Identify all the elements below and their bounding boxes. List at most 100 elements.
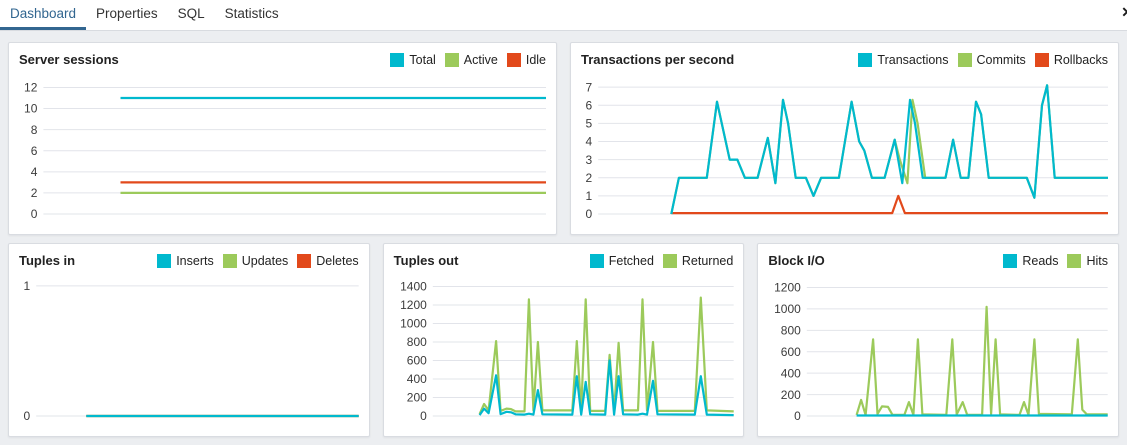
y-axis-tick-label: 3 xyxy=(586,153,593,167)
chart-legend: Total Active Idle xyxy=(390,52,546,67)
legend-swatch-icon xyxy=(589,253,604,268)
y-axis-tick-label: 600 xyxy=(781,345,801,359)
chart-legend: Reads Hits xyxy=(1003,253,1109,268)
y-axis-tick-label: 600 xyxy=(406,354,426,368)
legend-label: Rollbacks xyxy=(1053,52,1108,67)
legend-label: Total xyxy=(409,52,436,67)
chart-title: Tuples out xyxy=(393,253,459,268)
panel-server-sessions: Server sessions Total Active Idle 0 2 4 6 8 10 12 xyxy=(8,42,557,235)
chart-title: Block I/O xyxy=(768,253,825,268)
panel-header: Tuples out Fetched Returned xyxy=(384,244,744,272)
legend-label: Hits xyxy=(1086,253,1109,268)
series-line-rollbacks xyxy=(671,194,1108,215)
y-axis-tick-label: 0 xyxy=(586,207,593,221)
legend-label: Returned xyxy=(681,253,734,268)
legend-swatch-icon xyxy=(297,253,312,268)
legend-label: Updates xyxy=(241,253,289,268)
chart-title: Server sessions xyxy=(19,52,119,67)
legend-item: Deletes xyxy=(297,253,359,268)
charts-row-2: Tuples in Inserts Updates Deletes 0 1 Tuples o… xyxy=(8,243,1120,437)
legend-swatch-icon xyxy=(662,253,677,268)
series-line-transactions xyxy=(670,84,1108,215)
chart-legend: Transactions Commits Rollbacks xyxy=(858,52,1108,67)
chart-legend: Fetched Returned xyxy=(589,253,734,268)
legend-item: Transactions xyxy=(858,52,949,67)
panel-tuples-in: Tuples in Inserts Updates Deletes 0 1 xyxy=(8,243,370,437)
y-axis-tick-label: 6 xyxy=(31,144,38,158)
panel-tuples-out: Tuples out Fetched Returned 0 200 400 600 800 10… xyxy=(382,243,745,437)
transactions-per-second-svg: 0 1 2 3 4 5 6 7 xyxy=(586,80,1108,221)
legend-item: Returned xyxy=(662,253,734,268)
block-io-svg: 0 200 400 600 800 1000 1200 xyxy=(774,281,1109,423)
charts-row-1: Server sessions Total Active Idle 0 2 4 6 8 10 12 T… xyxy=(8,42,1119,235)
legend-item: Rollbacks xyxy=(1034,52,1108,67)
y-axis-tick-label: 4 xyxy=(31,165,38,179)
series-line-fetched xyxy=(478,359,734,417)
y-axis-tick-label: 1200 xyxy=(774,281,801,295)
legend-label: Fetched xyxy=(608,253,654,268)
legend-swatch-icon xyxy=(1003,253,1018,268)
y-axis-tick-label: 5 xyxy=(586,117,593,131)
y-axis-tick-label: 10 xyxy=(24,102,38,116)
y-axis-tick-label: 800 xyxy=(781,324,801,338)
panel-header: Block I/O Reads Hits xyxy=(758,244,1118,272)
y-axis-tick-label: 0 xyxy=(24,409,31,423)
legend-item: Idle xyxy=(506,52,546,67)
panel-transactions-per-second: Transactions per second Transactions Commi… xyxy=(570,42,1119,235)
legend-swatch-icon xyxy=(506,52,521,67)
legend-item: Fetched xyxy=(589,253,654,268)
chart-legend: Inserts Updates Deletes xyxy=(157,253,359,268)
y-axis-tick-label: 2 xyxy=(586,171,593,185)
chart-title: Transactions per second xyxy=(581,52,735,67)
server-sessions-svg: 0 2 4 6 8 10 12 xyxy=(24,81,546,221)
y-axis-tick-label: 1000 xyxy=(400,317,427,331)
legend-item: Hits xyxy=(1067,253,1109,268)
panel-block-io: Block I/O Reads Hits 0 200 400 600 800 1000 1200 xyxy=(757,243,1120,437)
y-axis-tick-label: 0 xyxy=(794,409,801,423)
y-axis-tick-label: 1000 xyxy=(774,302,801,316)
chart-plot-area: 0 1 2 3 4 5 6 7 xyxy=(571,71,1118,234)
close-icon[interactable]: ✕ xyxy=(1121,5,1127,19)
panel-header: Server sessions Total Active Idle xyxy=(9,43,556,71)
panel-header: Transactions per second Transactions Commi… xyxy=(571,43,1118,71)
legend-label: Inserts xyxy=(176,253,214,268)
legend-swatch-icon xyxy=(1034,52,1049,67)
legend-swatch-icon xyxy=(1067,253,1082,268)
y-axis-tick-label: 0 xyxy=(420,409,427,423)
dashboard-content: Server sessions Total Active Idle 0 2 4 6 8 10 12 T… xyxy=(0,31,1127,445)
legend-item: Commits xyxy=(957,52,1026,67)
y-axis-tick-label: 2 xyxy=(31,186,38,200)
legend-swatch-icon xyxy=(157,253,172,268)
y-axis-tick-label: 0 xyxy=(31,207,38,221)
tab-dashboard[interactable]: Dashboard xyxy=(0,0,87,30)
y-axis-tick-label: 400 xyxy=(781,366,801,380)
y-axis-tick-label: 800 xyxy=(406,335,426,349)
y-axis-tick-label: 1 xyxy=(24,279,31,293)
y-axis-tick-label: 8 xyxy=(31,123,38,137)
series-line-returned xyxy=(478,296,734,415)
legend-label: Deletes xyxy=(316,253,359,268)
legend-label: Reads xyxy=(1022,253,1059,268)
tuples-in-svg: 01 xyxy=(24,279,359,423)
legend-label: Transactions xyxy=(877,52,949,67)
chart-title: Tuples in xyxy=(19,253,76,268)
y-axis-tick-label: 200 xyxy=(781,388,801,402)
legend-item: Active xyxy=(444,52,498,67)
chart-plot-area: 0 200 400 600 800 1000 1200 1400 xyxy=(384,272,744,436)
series-line-hits xyxy=(855,305,1109,416)
y-axis-tick-label: 12 xyxy=(24,81,38,95)
tab-properties[interactable]: Properties xyxy=(96,6,158,21)
y-axis-tick-label: 1 xyxy=(586,189,593,203)
legend-label: Idle xyxy=(525,52,546,67)
legend-swatch-icon xyxy=(957,52,972,67)
legend-item: Total xyxy=(390,52,436,67)
tab-sql[interactable]: SQL xyxy=(177,6,205,21)
legend-item: Inserts xyxy=(157,253,214,268)
legend-item: Updates xyxy=(222,253,289,268)
y-axis-tick-label: 4 xyxy=(586,135,593,149)
legend-item: Reads xyxy=(1003,253,1059,268)
legend-swatch-icon xyxy=(222,253,237,268)
tab-statistics[interactable]: Statistics xyxy=(224,6,279,21)
y-axis-tick-label: 200 xyxy=(406,391,426,405)
